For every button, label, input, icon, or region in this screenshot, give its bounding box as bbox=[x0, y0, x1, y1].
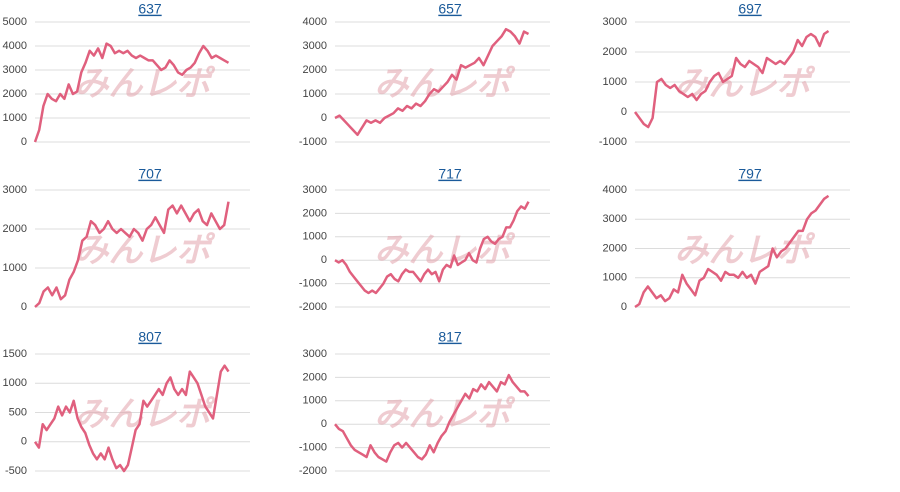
y-tick-label: 2000 bbox=[303, 371, 327, 383]
y-tick-label: 1000 bbox=[303, 231, 327, 243]
data-line bbox=[334, 27, 530, 137]
y-tick-label: 3000 bbox=[603, 213, 627, 225]
y-tick-label: 0 bbox=[321, 418, 327, 430]
data-line bbox=[633, 29, 830, 129]
chart-title[interactable]: 637 bbox=[138, 1, 162, 17]
y-tick-label: -1000 bbox=[599, 136, 627, 148]
y-tick-label: 500 bbox=[9, 406, 27, 418]
y-tick-label: -1000 bbox=[299, 278, 327, 290]
y-tick-label: 1000 bbox=[303, 395, 327, 407]
y-tick-label: 4000 bbox=[3, 40, 27, 52]
y-tick-label: 1000 bbox=[3, 377, 27, 389]
y-tick-label: 4000 bbox=[603, 184, 627, 196]
watermark: みんレポ bbox=[375, 395, 516, 433]
y-tick-label: 3000 bbox=[303, 40, 327, 52]
chart-title[interactable]: 707 bbox=[138, 166, 162, 182]
chart-title[interactable]: 697 bbox=[738, 1, 762, 17]
y-tick-label: 1000 bbox=[303, 88, 327, 100]
y-tick-label: 0 bbox=[621, 301, 627, 313]
data-line bbox=[33, 364, 230, 473]
chart-title[interactable]: 657 bbox=[438, 1, 462, 17]
chart-title[interactable]: 717 bbox=[438, 166, 462, 182]
watermark: みんレポ bbox=[75, 231, 216, 269]
chart-title[interactable]: 817 bbox=[438, 329, 462, 345]
watermark: みんレポ bbox=[75, 65, 216, 103]
y-tick-label: 0 bbox=[621, 106, 627, 118]
y-tick-label: 2000 bbox=[3, 223, 27, 235]
y-tick-label: 3000 bbox=[3, 64, 27, 76]
y-tick-label: 3000 bbox=[303, 348, 327, 360]
watermark: みんレポ bbox=[375, 231, 516, 269]
y-tick-label: -1000 bbox=[299, 136, 327, 148]
y-tick-label: -1000 bbox=[299, 442, 327, 454]
y-tick-label: 4000 bbox=[303, 16, 327, 28]
data-line bbox=[334, 373, 530, 463]
y-tick-label: 3000 bbox=[603, 16, 627, 28]
y-tick-label: 2000 bbox=[603, 46, 627, 58]
y-tick-label: 0 bbox=[321, 112, 327, 124]
chart-title[interactable]: 807 bbox=[138, 329, 162, 345]
y-tick-label: 0 bbox=[21, 301, 27, 313]
y-tick-label: 2000 bbox=[3, 88, 27, 100]
y-tick-label: 1000 bbox=[3, 112, 27, 124]
y-tick-label: 0 bbox=[321, 254, 327, 266]
y-tick-label: 3000 bbox=[303, 184, 327, 196]
y-tick-label: 1000 bbox=[3, 262, 27, 274]
y-tick-label: 5000 bbox=[3, 16, 27, 28]
y-tick-label: 2000 bbox=[303, 64, 327, 76]
y-tick-label: -500 bbox=[5, 465, 27, 477]
y-tick-label: 2000 bbox=[303, 207, 327, 219]
y-tick-label: 1500 bbox=[3, 348, 27, 360]
data-line bbox=[334, 201, 530, 295]
y-tick-label: -2000 bbox=[299, 301, 327, 313]
chart-title[interactable]: 797 bbox=[738, 166, 762, 182]
y-tick-label: 0 bbox=[21, 136, 27, 148]
y-tick-label: 1000 bbox=[603, 76, 627, 88]
data-line bbox=[634, 194, 830, 309]
y-tick-label: 0 bbox=[21, 436, 27, 448]
y-tick-label: 3000 bbox=[3, 184, 27, 196]
data-line bbox=[34, 201, 230, 308]
y-tick-label: 2000 bbox=[603, 242, 627, 254]
y-tick-label: -2000 bbox=[299, 465, 327, 477]
y-tick-label: 1000 bbox=[603, 272, 627, 284]
data-line bbox=[33, 42, 230, 143]
